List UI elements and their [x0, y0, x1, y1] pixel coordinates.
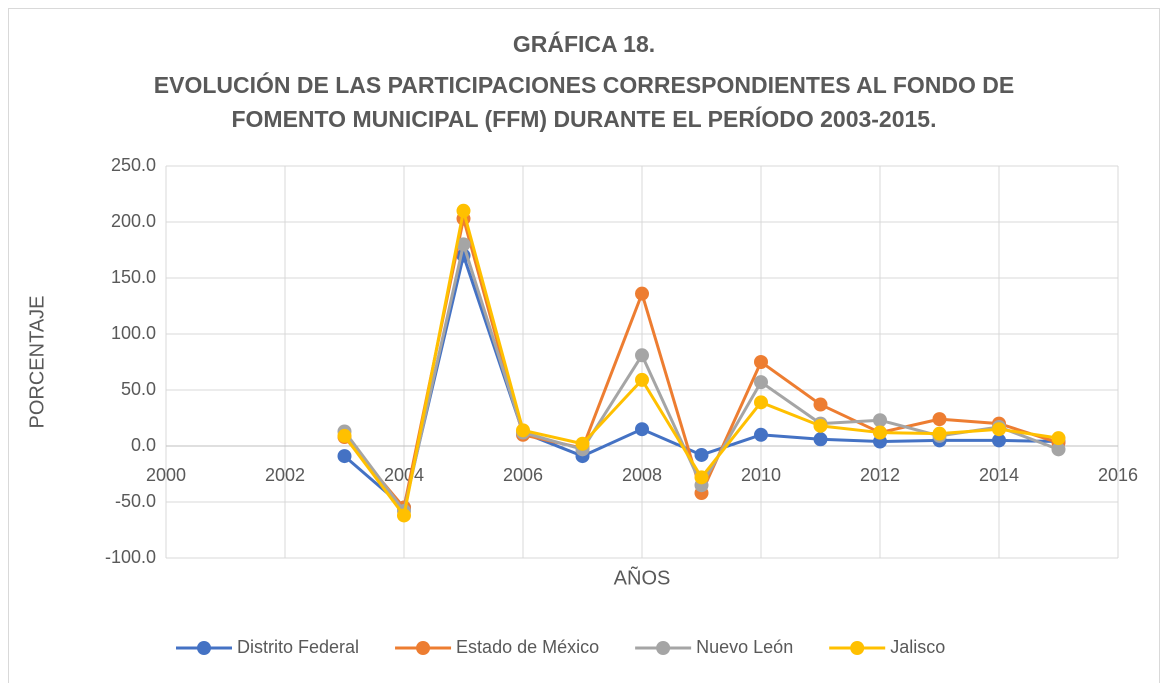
x-tick-label: 2004: [384, 465, 424, 485]
legend-marker: [197, 641, 211, 655]
data-point: [873, 413, 887, 428]
y-tick-label: 150.0: [111, 267, 156, 287]
chart-title: GRÁFICA 18.: [513, 30, 655, 57]
chart-title: EVOLUCIÓN DE LAS PARTICIPACIONES CORRESP…: [154, 71, 1014, 98]
legend-marker: [416, 641, 431, 655]
data-point: [337, 428, 352, 443]
data-point: [516, 423, 530, 438]
y-tick-label: 0.0: [131, 435, 156, 455]
data-point: [456, 237, 471, 252]
legend-label: Distrito Federal: [237, 637, 359, 657]
data-point: [1051, 431, 1066, 446]
legend-label: Estado de México: [456, 637, 599, 657]
data-point: [932, 426, 947, 441]
legend-label: Jalisco: [890, 637, 945, 657]
data-point: [337, 449, 352, 464]
data-point: [635, 422, 649, 437]
data-point: [932, 412, 947, 427]
data-point: [873, 425, 887, 440]
data-point: [694, 447, 709, 462]
y-tick-label: -100.0: [105, 547, 156, 567]
data-point: [1051, 442, 1066, 457]
legend-marker: [656, 641, 671, 655]
data-point: [992, 433, 1006, 448]
y-tick-label: -50.0: [115, 491, 156, 511]
data-point: [575, 436, 590, 451]
data-point: [397, 508, 411, 523]
data-point: [754, 395, 768, 410]
data-point: [813, 418, 828, 433]
data-point: [635, 348, 649, 363]
data-point: [754, 375, 768, 390]
x-tick-label: 2008: [622, 465, 662, 485]
x-tick-label: 2016: [1098, 465, 1138, 485]
x-tick-label: 2010: [741, 465, 781, 485]
x-axis-label: AÑOS: [614, 565, 671, 589]
y-axis-label: PORCENTAJE: [26, 296, 48, 429]
x-tick-label: 2014: [979, 465, 1019, 485]
legend-marker: [850, 641, 865, 655]
y-tick-label: 50.0: [121, 379, 156, 399]
legend-label: Nuevo León: [696, 637, 793, 657]
data-point: [754, 427, 768, 442]
chart-title: FOMENTO MUNICIPAL (FFM) DURANTE EL PERÍO…: [231, 105, 936, 132]
x-tick-label: 2002: [265, 465, 305, 485]
x-tick-label: 2012: [860, 465, 900, 485]
y-tick-label: 250.0: [111, 155, 156, 175]
data-point: [813, 397, 828, 412]
y-tick-label: 100.0: [111, 323, 156, 343]
chart-border: [8, 8, 1160, 683]
data-point: [754, 355, 768, 369]
data-point: [635, 286, 649, 301]
y-tick-label: 200.0: [111, 211, 156, 231]
data-point: [992, 422, 1006, 437]
x-tick-label: 2000: [146, 465, 186, 485]
x-tick-label: 2006: [503, 465, 543, 485]
data-point: [813, 432, 828, 447]
data-point: [635, 372, 649, 387]
data-point: [456, 203, 471, 218]
data-point: [694, 470, 709, 485]
